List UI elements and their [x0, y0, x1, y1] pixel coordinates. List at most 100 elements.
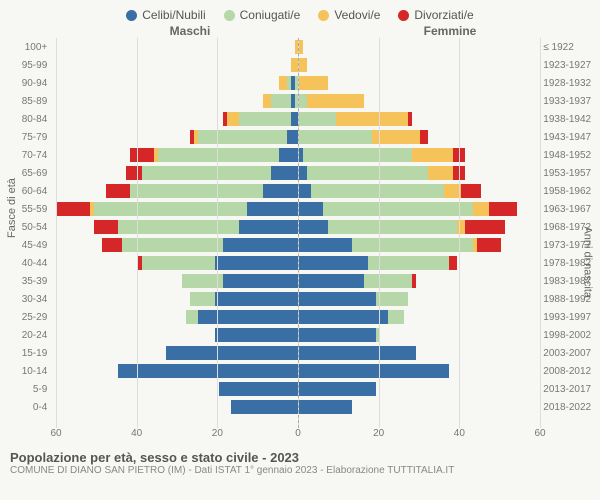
bar-female — [295, 310, 537, 324]
year-label: 1923-1927 — [537, 60, 600, 71]
year-label: 1943-1947 — [537, 132, 600, 143]
legend-item: Vedovi/e — [318, 8, 380, 22]
legend: Celibi/Nubili Coniugati/e Vedovi/e Divorzia… — [0, 0, 600, 24]
age-label: 30-34 — [0, 294, 53, 305]
legend-item: Divorziati/e — [398, 8, 473, 22]
seg-female — [457, 220, 465, 234]
age-row: 55-591963-1967 — [0, 200, 600, 218]
bar-pair — [53, 292, 537, 306]
footer-title: Popolazione per età, sesso e stato civil… — [10, 450, 590, 465]
age-label: 95-99 — [0, 60, 53, 71]
bar-female — [295, 166, 537, 180]
legend-label: Coniugati/e — [240, 8, 301, 22]
chart-container: Celibi/Nubili Coniugati/e Vedovi/e Divorzia… — [0, 0, 600, 500]
bar-male — [53, 40, 295, 54]
legend-item: Coniugati/e — [224, 8, 301, 22]
seg-male — [190, 292, 214, 306]
age-row: 70-741948-1952 — [0, 146, 600, 164]
x-tick: 20 — [212, 428, 223, 439]
age-row: 0-42018-2022 — [0, 398, 600, 416]
bar-male — [53, 94, 295, 108]
bar-pair — [53, 328, 537, 342]
age-label: 10-14 — [0, 366, 53, 377]
age-row: 65-691953-1957 — [0, 164, 600, 182]
seg-female — [295, 40, 303, 54]
age-label: 75-79 — [0, 132, 53, 143]
x-tick: 60 — [534, 428, 545, 439]
legend-label: Celibi/Nubili — [142, 8, 205, 22]
seg-male — [215, 292, 296, 306]
age-row: 80-841938-1942 — [0, 110, 600, 128]
seg-female — [368, 256, 449, 270]
bar-female — [295, 292, 537, 306]
bar-male — [53, 166, 295, 180]
year-label: 1953-1957 — [537, 168, 600, 179]
legend-swatch — [224, 10, 235, 21]
bar-female — [295, 94, 537, 108]
x-tick: 0 — [295, 428, 301, 439]
legend-label: Divorziati/e — [414, 8, 473, 22]
bar-female — [295, 238, 537, 252]
seg-female — [295, 148, 303, 162]
age-row: 85-891933-1937 — [0, 92, 600, 110]
seg-male — [239, 220, 295, 234]
bar-pair — [53, 382, 537, 396]
legend-label: Vedovi/e — [334, 8, 380, 22]
seg-female — [412, 148, 452, 162]
bar-male — [53, 76, 295, 90]
bar-female — [295, 184, 537, 198]
seg-female — [295, 310, 388, 324]
seg-male — [231, 400, 296, 414]
age-label: 100+ — [0, 42, 53, 53]
bar-male — [53, 292, 295, 306]
bar-pair — [53, 130, 537, 144]
seg-male — [263, 184, 295, 198]
seg-female — [336, 112, 409, 126]
bar-pair — [53, 58, 537, 72]
seg-female — [295, 274, 364, 288]
seg-male — [271, 166, 295, 180]
seg-female — [453, 166, 465, 180]
bar-female — [295, 364, 537, 378]
seg-female — [376, 328, 380, 342]
seg-female — [295, 400, 351, 414]
bar-male — [53, 256, 295, 270]
age-row: 40-441978-1982 — [0, 254, 600, 272]
x-tick: 60 — [50, 428, 61, 439]
seg-male — [287, 130, 295, 144]
x-axis: 6040200204060 — [56, 428, 540, 444]
age-row: 5-92013-2017 — [0, 380, 600, 398]
seg-female — [376, 292, 408, 306]
bar-pair — [53, 220, 537, 234]
seg-female — [295, 256, 368, 270]
bar-female — [295, 148, 537, 162]
seg-female — [449, 256, 457, 270]
bar-male — [53, 274, 295, 288]
seg-female — [473, 202, 489, 216]
bar-pair — [53, 400, 537, 414]
bar-female — [295, 112, 537, 126]
seg-male — [102, 238, 122, 252]
seg-female — [444, 184, 460, 198]
age-row: 20-241998-2002 — [0, 326, 600, 344]
bar-female — [295, 76, 537, 90]
seg-male — [186, 310, 198, 324]
bar-pair — [53, 148, 537, 162]
seg-female — [311, 184, 444, 198]
seg-female — [408, 112, 412, 126]
bar-male — [53, 328, 295, 342]
header-male: Maschi — [0, 24, 320, 38]
x-tick: 20 — [373, 428, 384, 439]
seg-female — [388, 310, 404, 324]
seg-female — [295, 382, 376, 396]
seg-male — [94, 202, 247, 216]
bar-male — [53, 58, 295, 72]
seg-male — [118, 364, 295, 378]
year-label: ≤ 1922 — [537, 42, 600, 53]
bar-pair — [53, 94, 537, 108]
bar-female — [295, 58, 537, 72]
year-label: 1938-1942 — [537, 114, 600, 125]
seg-male — [166, 346, 295, 360]
seg-male — [182, 274, 222, 288]
age-row: 50-541968-1972 — [0, 218, 600, 236]
